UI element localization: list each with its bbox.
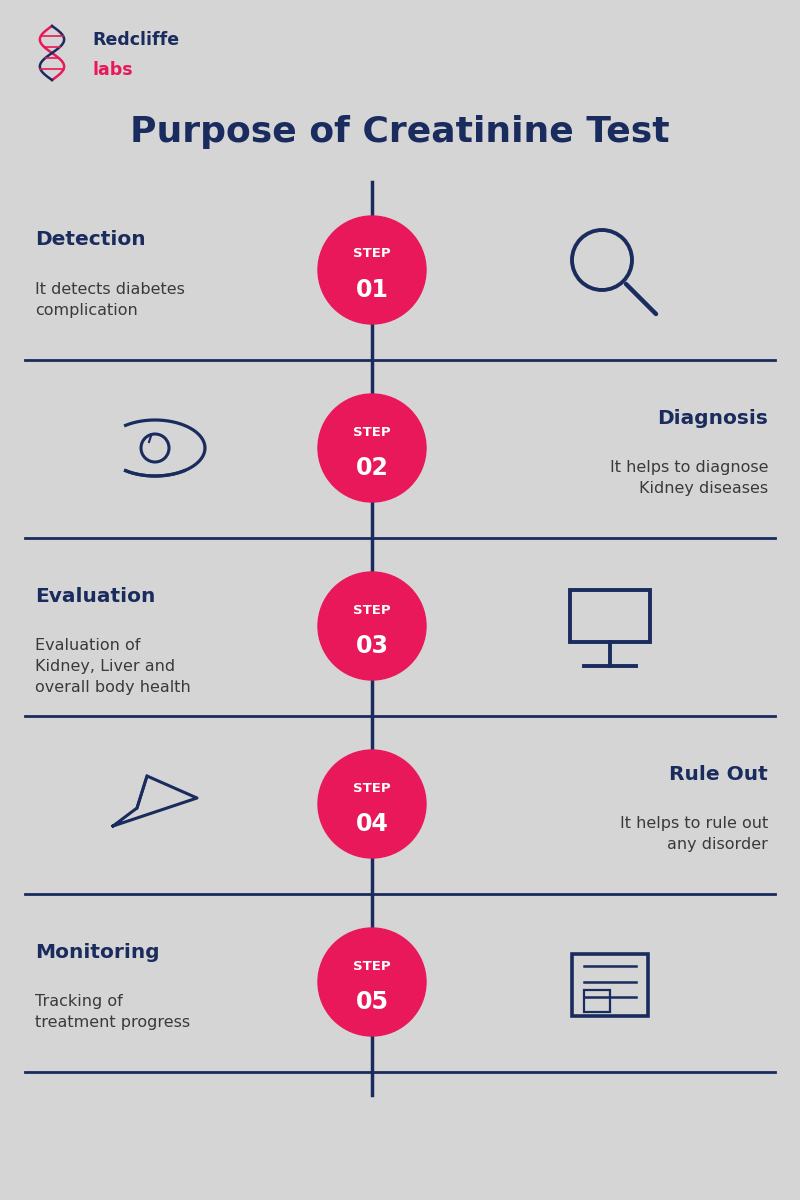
Text: 04: 04 — [355, 812, 389, 836]
Text: Redcliffe: Redcliffe — [92, 31, 179, 49]
Text: Diagnosis: Diagnosis — [657, 408, 768, 427]
Text: Evaluation: Evaluation — [35, 587, 155, 606]
Text: Tracking of
treatment progress: Tracking of treatment progress — [35, 994, 190, 1030]
Text: STEP: STEP — [353, 426, 391, 438]
Circle shape — [318, 928, 426, 1036]
Text: 01: 01 — [355, 278, 389, 302]
Text: 03: 03 — [355, 634, 389, 658]
Text: STEP: STEP — [353, 960, 391, 972]
Text: Evaluation of
Kidney, Liver and
overall body health: Evaluation of Kidney, Liver and overall … — [35, 638, 190, 695]
Circle shape — [318, 572, 426, 680]
Text: STEP: STEP — [353, 604, 391, 617]
Circle shape — [318, 394, 426, 502]
Text: labs: labs — [92, 61, 133, 79]
Text: STEP: STEP — [353, 781, 391, 794]
Text: 02: 02 — [355, 456, 389, 480]
Text: Rule Out: Rule Out — [670, 764, 768, 784]
Text: 05: 05 — [355, 990, 389, 1014]
Text: It detects diabetes
complication: It detects diabetes complication — [35, 282, 185, 318]
Text: Purpose of Creatinine Test: Purpose of Creatinine Test — [130, 115, 670, 149]
Text: Monitoring: Monitoring — [35, 942, 160, 961]
Text: Detection: Detection — [35, 230, 146, 250]
Text: STEP: STEP — [353, 247, 391, 260]
Text: It helps to rule out
any disorder: It helps to rule out any disorder — [620, 816, 768, 852]
Circle shape — [318, 216, 426, 324]
Circle shape — [318, 750, 426, 858]
Text: It helps to diagnose
Kidney diseases: It helps to diagnose Kidney diseases — [610, 460, 768, 496]
